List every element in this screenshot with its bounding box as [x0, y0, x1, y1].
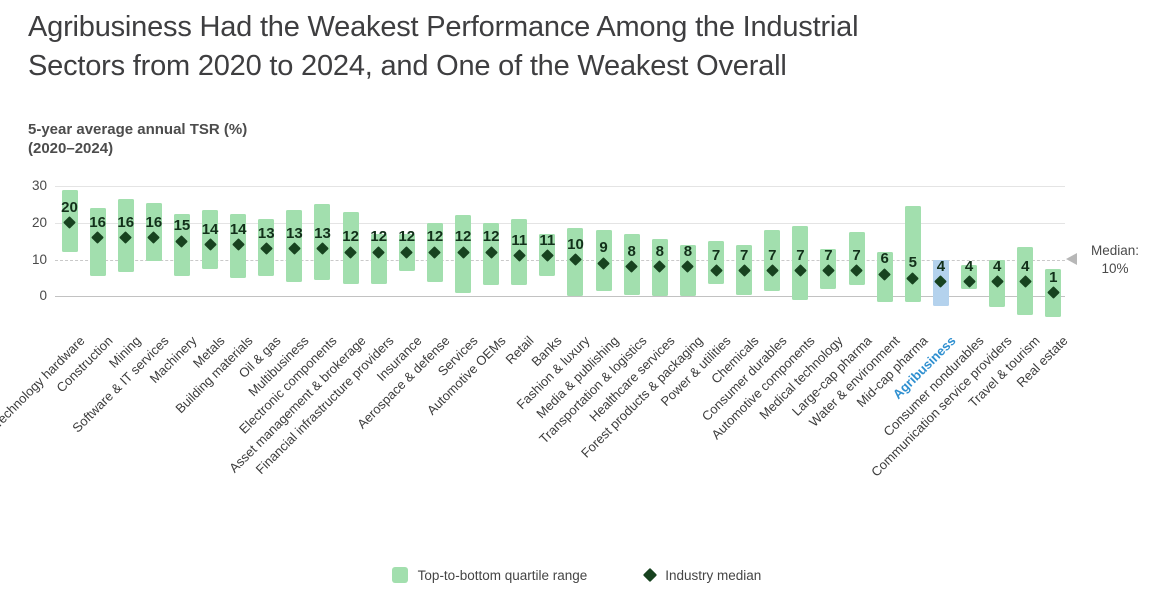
median-value-label-5: 15: [173, 217, 191, 235]
median-value-label-2: 16: [89, 213, 106, 231]
median-value-label-29: 7: [852, 246, 861, 264]
quartile-bar-26: [764, 230, 781, 291]
median-value-label-14: 12: [426, 228, 444, 246]
median-value-label-15: 12: [454, 228, 472, 246]
median-value-label-11: 12: [342, 228, 359, 246]
gridline-20: [55, 222, 1065, 224]
y-axis-tick-10: 10: [31, 251, 47, 267]
quartile-bar-10: [314, 204, 331, 280]
legend-label-industry-median: Industry median: [665, 567, 762, 583]
legend-item-industry-median: Industry median: [643, 567, 762, 583]
median-annotation-label: Median:: [1090, 243, 1140, 258]
median-value-label-25: 7: [739, 246, 749, 264]
gridline-0: [55, 296, 1065, 298]
median-value-label-24: 7: [711, 246, 721, 264]
median-value-label-16: 12: [482, 228, 500, 246]
legend-item-quartile-range: Top-to-bottom quartile range: [391, 567, 588, 583]
page-title: Agribusiness Had the Weakest Performance…: [28, 8, 1138, 86]
quartile-bar-12: [370, 233, 387, 284]
axis-title-line1: 5-year average annual TSR (%): [28, 121, 248, 138]
median-value-label-32: 4: [936, 257, 946, 275]
tsr-quartile-chart: 30 20 10 0 20 Technology hardware 16 Constructi…: [0, 178, 1071, 604]
median-value-label-35: 4: [1021, 257, 1030, 275]
median-value-label-6: 14: [201, 220, 219, 238]
median-value-label-4: 16: [145, 213, 163, 231]
axis-title: 5-year average annual TSR (%) (2020–2024…: [28, 120, 247, 158]
median-value-label-19: 10: [567, 235, 584, 253]
median-annotation-value: 10%: [1101, 261, 1129, 276]
quartile-bar-27: [792, 226, 809, 301]
median-value-label-20: 9: [599, 239, 608, 257]
median-value-label-34: 4: [992, 257, 1002, 275]
quartile-range-swatch-icon: [391, 567, 408, 583]
median-value-label-30: 6: [880, 250, 889, 268]
gridline-30: [55, 186, 1065, 187]
legend-label-quartile-range: Top-to-bottom quartile range: [417, 567, 588, 583]
median-value-label-27: 7: [796, 246, 805, 264]
median-value-label-21: 8: [627, 242, 636, 260]
median-value-label-18: 11: [539, 231, 556, 249]
median-value-label-33: 4: [964, 257, 974, 275]
median-value-label-22: 8: [655, 242, 664, 260]
page-title-line2: Sectors from 2020 to 2024, and One of th…: [28, 50, 787, 83]
median-value-label-1: 20: [61, 198, 78, 216]
median-value-label-13: 12: [398, 228, 416, 246]
median-value-label-8: 13: [257, 224, 275, 242]
y-axis-tick-20: 20: [31, 214, 47, 230]
median-value-label-31: 5: [908, 254, 917, 271]
median-arrow-icon: [1066, 253, 1077, 265]
page-title-line1: Agribusiness Had the Weakest Performance…: [28, 11, 859, 43]
median-gridline: [55, 259, 1065, 261]
y-axis-tick-30: 30: [31, 178, 47, 193]
median-value-label-7: 14: [229, 220, 247, 238]
median-value-label-36: 1: [1049, 268, 1058, 286]
median-value-label-23: 8: [683, 242, 693, 260]
median-annotation: Median: 10%: [1078, 242, 1152, 278]
median-value-label-3: 16: [117, 213, 135, 231]
median-value-label-28: 7: [824, 246, 833, 264]
median-value-label-17: 11: [511, 231, 528, 249]
median-value-label-9: 13: [286, 224, 303, 242]
median-value-label-26: 7: [768, 246, 777, 264]
median-value-label-12: 12: [370, 228, 388, 246]
legend: Top-to-bottom quartile range Industry me…: [0, 567, 1153, 583]
industry-median-diamond-icon: [643, 567, 658, 583]
y-axis-tick-0: 0: [39, 288, 47, 304]
median-value-label-10: 13: [314, 224, 331, 242]
axis-title-line2: (2020–2024): [28, 140, 114, 157]
